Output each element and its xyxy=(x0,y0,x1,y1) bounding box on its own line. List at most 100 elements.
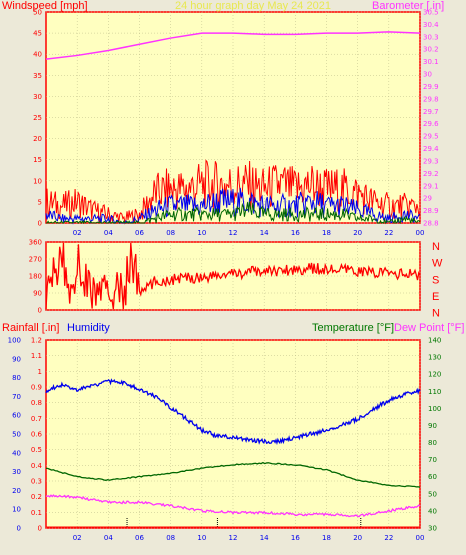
wind-minimum-line xyxy=(46,201,421,225)
barometer-tick-label: 29 xyxy=(423,195,432,203)
time-tick-label: 20 xyxy=(353,534,362,542)
barometer-tick-label: 30.1 xyxy=(423,58,439,66)
temperature-tick-label: 80 xyxy=(428,439,437,447)
time-tick-label: 16 xyxy=(291,229,300,237)
dewpoint-axis-label: Dew Point [°F] xyxy=(394,322,464,334)
time-tick-label: 04 xyxy=(104,229,113,237)
wind-direction-line xyxy=(45,242,421,310)
humidity-tick-label: 50 xyxy=(12,431,21,439)
humidity-tick-label: 30 xyxy=(12,468,21,476)
time-tick-label: 02 xyxy=(73,229,82,237)
temperature-tick-label: 50 xyxy=(428,490,437,498)
time-tick-label: 08 xyxy=(166,229,175,237)
barometer-tick-label: 29.9 xyxy=(423,83,439,91)
humidity-tick-label: 90 xyxy=(12,355,21,363)
time-tick-label: 16 xyxy=(291,534,300,542)
wind-average-line xyxy=(45,187,421,225)
windspeed-tick-label: 15 xyxy=(33,156,42,164)
time-tick-label: 00 xyxy=(416,229,425,237)
time-tick-label: 00 xyxy=(416,534,425,542)
windspeed-tick-label: 45 xyxy=(33,30,42,38)
time-tick-label: 08 xyxy=(166,534,175,542)
humidity-tick-label: 20 xyxy=(12,487,21,495)
windspeed-tick-label: 35 xyxy=(33,72,42,80)
barometer-tick-label: 30.4 xyxy=(423,21,439,29)
barometer-tick-label: 30.3 xyxy=(423,33,439,41)
rainfall-tick-label: 0.8 xyxy=(31,399,42,407)
compass-tick: E xyxy=(432,291,439,303)
barometer-tick-label: 29.5 xyxy=(423,133,439,141)
time-tick-label: 04 xyxy=(104,534,113,542)
rain-humidity-temp-ticks: 0 0.1 0.2 0.3 0.4 0.5 0.6 0.7 0.8 0.9 1 1.1 1.2 0 10 20… xyxy=(8,337,442,543)
humidity-tick-label: 60 xyxy=(12,412,21,420)
rainfall-tick-label: 0.3 xyxy=(31,478,42,486)
rainfall-tick-label: 0 xyxy=(38,525,42,533)
wind-barometer-series xyxy=(45,31,421,225)
rainfall-tick-label: 0.2 xyxy=(31,493,42,501)
direction-degree-tick: 270 xyxy=(29,256,42,264)
rainfall-tick-label: 0.1 xyxy=(31,509,42,517)
rainfall-tick-label: 0.9 xyxy=(31,384,42,392)
dewpoint-line xyxy=(45,494,421,518)
wind-barometer-ticks: 0 5 10 15 20 25 30 35 40 45 50 28.8 28.9 29 29.1 29.2 29… xyxy=(33,9,439,238)
temperature-tick-label: 100 xyxy=(428,405,441,413)
chart-title: 24 hour graph day May 24 2021 xyxy=(175,0,331,12)
rainfall-tick-label: 0.7 xyxy=(31,415,42,423)
barometer-tick-label: 29.8 xyxy=(423,95,439,103)
barometer-tick-label: 29.1 xyxy=(423,182,439,190)
humidity-axis-label: Humidity xyxy=(67,322,110,334)
time-tick-label: 18 xyxy=(322,534,331,542)
windspeed-tick-label: 25 xyxy=(33,114,42,122)
wind-direction-series xyxy=(45,242,421,310)
time-tick-label: 18 xyxy=(322,229,331,237)
humidity-tick-label: 0 xyxy=(17,525,21,533)
time-tick-label: 06 xyxy=(135,534,144,542)
rainfall-tick-label: 0.6 xyxy=(31,431,43,439)
humidity-tick-label: 80 xyxy=(12,374,21,382)
barometer-tick-label: 30.2 xyxy=(423,46,439,54)
barometer-tick-label: 28.9 xyxy=(423,207,439,215)
time-tick-label: 20 xyxy=(353,229,362,237)
barometer-tick-label: 29.7 xyxy=(423,108,439,116)
humidity-line xyxy=(45,378,421,446)
time-tick-label: 02 xyxy=(73,534,82,542)
wind-barometer-grid xyxy=(46,11,421,224)
barometer-tick-label: 30.5 xyxy=(423,9,439,17)
temperature-axis-label: Temperature [°F] xyxy=(312,322,394,334)
barometer-tick-label: 29.2 xyxy=(423,170,439,178)
compass-tick: N xyxy=(432,308,440,320)
compass-tick: N xyxy=(432,241,440,253)
barometer-line xyxy=(45,31,421,60)
temperature-tick-label: 110 xyxy=(428,388,441,396)
rainfall-tick-label: 1.2 xyxy=(31,337,42,345)
humidity-tick-label: 100 xyxy=(8,337,21,345)
compass-tick: W xyxy=(432,258,443,270)
humidity-tick-label: 70 xyxy=(12,393,21,401)
rainfall-tick-label: 1 xyxy=(38,368,42,376)
windspeed-tick-label: 10 xyxy=(33,177,42,185)
direction-degree-tick: 90 xyxy=(33,290,42,298)
temperature-tick-label: 90 xyxy=(428,422,437,430)
temperature-tick-label: 40 xyxy=(428,507,437,515)
windspeed-tick-label: 20 xyxy=(33,135,42,143)
barometer-tick-label: 29.6 xyxy=(423,120,439,128)
temperature-tick-label: 130 xyxy=(428,354,441,362)
windspeed-tick-label: 5 xyxy=(38,198,42,206)
humidity-tick-label: 10 xyxy=(12,506,21,514)
time-tick-label: 10 xyxy=(197,229,206,237)
windspeed-axis-label: Windspeed [mph] xyxy=(2,0,88,12)
time-tick-label: 12 xyxy=(229,534,238,542)
temperature-tick-label: 60 xyxy=(428,473,437,481)
windspeed-tick-label: 40 xyxy=(33,51,42,59)
rain-humidity-temp-series xyxy=(45,378,421,528)
humidity-tick-label: 40 xyxy=(12,449,21,457)
barometer-tick-label: 30 xyxy=(423,71,432,79)
temperature-tick-label: 140 xyxy=(428,337,441,345)
temperature-tick-label: 120 xyxy=(428,371,441,379)
windspeed-tick-label: 30 xyxy=(33,93,42,101)
time-tick-label: 10 xyxy=(197,534,206,542)
time-tick-label: 14 xyxy=(260,229,269,237)
